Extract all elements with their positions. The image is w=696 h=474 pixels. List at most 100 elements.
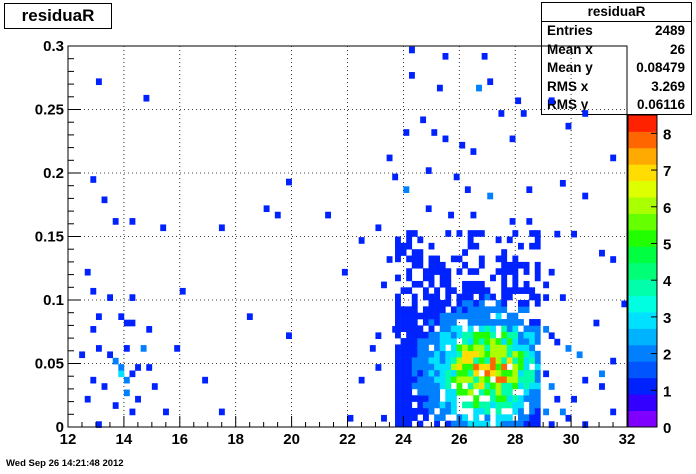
heatmap-cell [523,287,530,294]
palette-swatch [628,246,657,264]
stats-value: 0.06116 [636,97,685,113]
heatmap-cell [523,338,530,345]
heatmap-cell [462,287,468,294]
heatmap-cell [146,364,153,371]
x-tick-label: 30 [563,431,580,448]
heatmap-cell [400,338,407,345]
heatmap-cell [417,350,424,358]
heatmap-cell [417,401,424,409]
heatmap-cell [411,319,418,326]
heatmap-cell [512,280,519,288]
heatmap-cell [246,313,253,320]
stats-row-rms-y: RMS y 0.06116 [542,96,691,115]
heatmap-cell [490,369,496,377]
heatmap-cell [529,338,536,345]
heatmap-cell [565,122,572,130]
heatmap-cell [403,129,410,136]
heatmap-cell [408,46,415,54]
heatmap-cell [506,376,513,383]
heatmap-cell [506,268,513,275]
heatmap-cell [512,357,519,364]
heatmap-cell [400,350,407,358]
heatmap-cell [462,331,468,339]
heatmap-cell [450,350,457,358]
heatmap-cell [274,211,281,219]
heatmap-cell [506,420,513,428]
heatmap-cell [467,312,474,320]
heatmap-cell [422,369,429,377]
heatmap-cell [495,376,502,383]
heatmap-cell [79,351,86,359]
heatmap-cell [425,167,432,174]
heatmap-cell [439,331,446,339]
heatmap-cell [501,357,508,364]
heatmap-cell [506,319,513,326]
heatmap-cell [369,345,376,352]
heatmap-cell [529,395,536,402]
heatmap-cell [501,369,508,377]
palette-swatch [628,279,657,297]
heatmap-cell [517,350,524,358]
heatmap-cell [445,230,452,237]
heatmap-cell [263,205,270,213]
heatmap-cell [512,261,519,269]
heatmap-cell [478,376,485,383]
heatmap-cell [428,388,435,396]
heatmap-cell [517,331,524,339]
heatmap-cell [129,370,136,378]
heatmap-cell [501,249,508,256]
heatmap-cell [529,357,536,364]
heatmap-cell [422,319,429,326]
heatmap-cell [462,369,468,377]
heatmap-cell [428,376,435,383]
heatmap-cell [490,363,496,371]
heatmap-cell [473,300,480,307]
heatmap-cell [439,274,446,282]
heatmap-cell [411,414,418,421]
heatmap-cell [442,52,449,60]
stats-title: residuaR [542,3,691,22]
heatmap-cell [286,178,292,186]
heatmap-cell [523,331,530,339]
heatmap-cell [434,420,441,428]
heatmap-cell [95,421,102,428]
stats-label: RMS y [547,97,589,113]
heatmap-cell [534,293,541,301]
heatmap-cell [478,230,485,237]
heatmap-cell [422,312,429,320]
heatmap-cell [95,78,102,86]
heatmap-cell [487,78,494,86]
heatmap-cell [501,306,508,313]
heatmap-cell [417,236,424,244]
heatmap-cell [395,249,401,256]
heatmap-cell [90,176,97,183]
heatmap-cell [395,357,401,364]
heatmap-cell [411,230,418,237]
heatmap-cell [434,344,441,352]
heatmap-cell [129,218,136,225]
heatmap-cell [434,350,441,358]
heatmap-cell [509,135,516,143]
heatmap-cell [439,344,446,352]
heatmap-cell [445,312,452,320]
heatmap-cell [462,312,468,320]
heatmap-cell [484,338,491,345]
heatmap-cell [417,249,424,256]
heatmap-cell [534,350,541,358]
heatmap-cell [571,230,577,238]
palette-swatch [628,229,657,247]
heatmap-cell [512,350,519,358]
heatmap-cell [456,344,463,352]
heatmap-cell [576,351,583,359]
heatmap-cell [406,388,413,396]
heatmap-cell [406,344,413,352]
heatmap-cell [462,280,468,288]
heatmap-cell [436,84,443,92]
stats-row-mean-y: Mean y 0.08479 [542,59,691,78]
heatmap-cell [386,256,393,263]
heatmap-cell [495,350,502,358]
heatmap-cell [467,242,474,250]
y-tick-label: 0.3 [43,38,64,55]
heatmap-cell [501,331,508,339]
heatmap-cell [411,407,418,415]
